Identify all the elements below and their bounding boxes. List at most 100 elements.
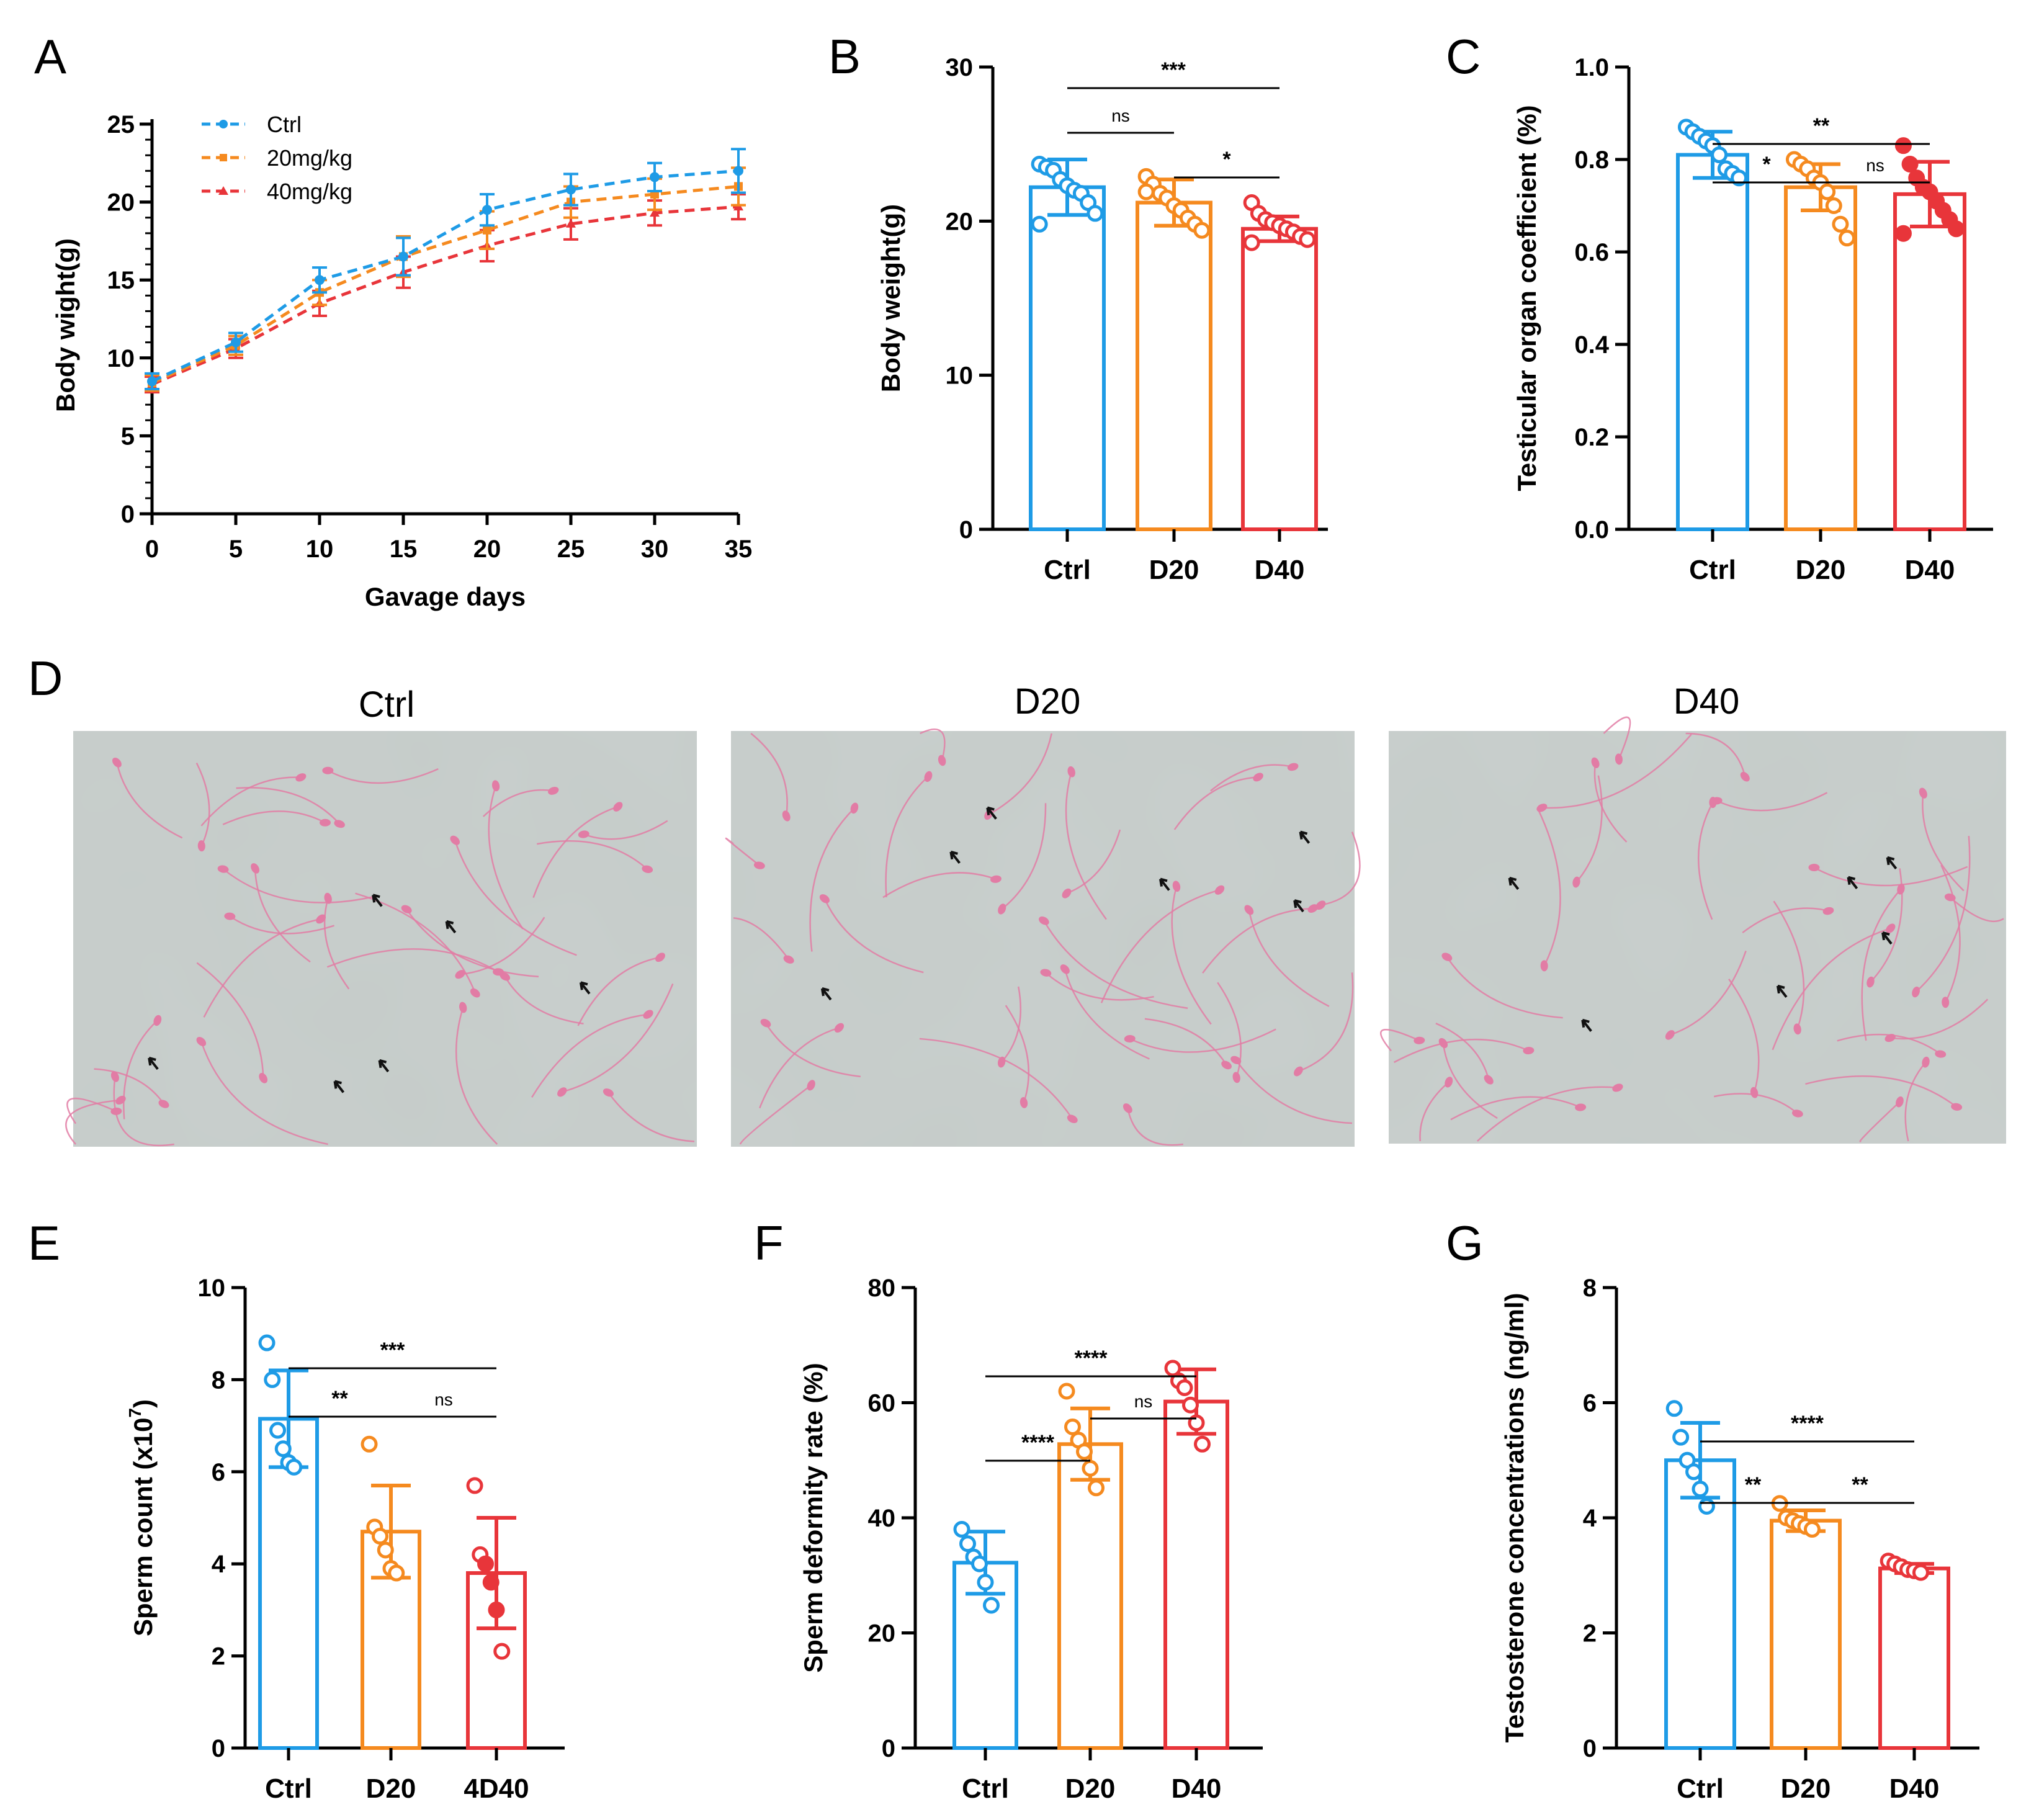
sperm-tail	[1859, 1101, 1901, 1142]
data-point	[1082, 1459, 1099, 1477]
data-point	[1839, 230, 1856, 247]
y-axis-title: Body wight(g)	[51, 238, 80, 412]
sperm-tail	[1435, 1023, 1490, 1080]
data-marker-circle	[231, 337, 241, 347]
sperm-tail	[1904, 1061, 1927, 1142]
panel-label-a: A	[34, 29, 66, 84]
sperm-head	[1612, 1083, 1623, 1092]
x-tick-label: 0	[145, 536, 159, 563]
sperm-tail	[1949, 897, 2004, 923]
sperm-head	[1040, 969, 1052, 977]
data-point	[372, 1528, 389, 1545]
x-tick-label: D20	[1796, 555, 1846, 585]
x-tick-label: Ctrl	[265, 1773, 312, 1804]
micrograph-texture	[1389, 731, 2006, 1144]
x-tick-label: 35	[725, 536, 753, 563]
significance-label: *	[1762, 153, 1771, 176]
data-point	[1912, 1564, 1929, 1581]
sperm-head	[1740, 771, 1750, 782]
y-tick-label: 0	[212, 1735, 225, 1762]
data-point	[959, 1535, 976, 1553]
sperm-tail	[607, 1092, 695, 1142]
sperm-tail	[1320, 832, 1361, 906]
sperm-head	[850, 802, 859, 814]
sperm-head	[1315, 900, 1326, 910]
sperm-head	[1067, 766, 1075, 778]
bar-d40	[1893, 192, 1966, 531]
data-marker-circle	[482, 205, 492, 215]
data-point	[1088, 1479, 1105, 1497]
sperm-head	[1896, 1096, 1904, 1108]
x-tick-label: Ctrl	[1044, 555, 1091, 585]
sperm-head	[782, 810, 791, 822]
sperm-tail	[1005, 1005, 1029, 1103]
sperm-head	[1591, 757, 1600, 768]
micrograph-ctrl	[65, 731, 697, 1147]
sperm-tail	[1575, 775, 1603, 883]
sperm-tail	[1001, 803, 1047, 910]
sperm-tail	[885, 776, 929, 898]
sperm-tail	[254, 868, 311, 963]
significance-label: **	[331, 1387, 348, 1410]
x-tick-label: 15	[390, 536, 418, 563]
sperm-head	[1575, 1103, 1587, 1111]
pointer-arrow	[949, 850, 961, 864]
sperm-head	[998, 903, 1006, 915]
sperm-tail	[229, 915, 334, 935]
y-tick-label: 25	[107, 111, 135, 138]
data-point	[1194, 1435, 1211, 1453]
panel-label-d: D	[28, 651, 63, 706]
sperm-tail	[809, 807, 855, 952]
sperm-head	[1536, 804, 1548, 812]
data-point	[1137, 183, 1155, 200]
data-point	[1176, 1379, 1193, 1396]
sperm-head	[760, 1018, 771, 1028]
micrograph-texture	[73, 731, 697, 1147]
sperm-tail	[195, 762, 210, 846]
y-tick-label: 10	[107, 345, 135, 372]
data-point	[1031, 215, 1048, 233]
data-point	[388, 1564, 405, 1582]
sperm-head	[1123, 1103, 1132, 1113]
data-point	[1901, 155, 1919, 173]
data-marker-circle	[566, 184, 576, 195]
pointer-arrow	[579, 981, 591, 995]
sperm-head	[1540, 960, 1548, 972]
sperm-tail	[583, 820, 668, 840]
sperm-head	[1897, 883, 1905, 895]
pointer-arrow	[986, 806, 997, 820]
sperm-tail	[750, 733, 788, 817]
data-point	[1672, 1428, 1690, 1446]
pointer-arrow	[1508, 876, 1520, 890]
data-point	[1894, 137, 1912, 155]
sperm-tail	[739, 1084, 812, 1145]
sperm-head	[319, 818, 331, 827]
data-point	[1064, 1418, 1081, 1435]
y-tick-label: 0	[959, 516, 973, 544]
significance-label: ****	[1791, 1412, 1824, 1435]
y-axis-title-main: Sperm count (x10	[128, 1418, 158, 1636]
data-marker-circle	[733, 166, 743, 176]
sperm-tail	[200, 776, 301, 827]
y-tick-label: 2	[212, 1643, 225, 1670]
data-point	[269, 1422, 287, 1439]
sperm-tail	[454, 840, 577, 956]
data-point	[1819, 183, 1836, 200]
sperm-head	[1808, 863, 1820, 871]
sperm-head	[491, 780, 500, 792]
sperm-tail	[1379, 1029, 1420, 1052]
data-point	[482, 1574, 500, 1591]
panel-label-c: C	[1446, 29, 1481, 84]
y-tick-label: 0.6	[1574, 239, 1609, 266]
sperm-head	[1912, 986, 1920, 998]
legend-label: Ctrl	[267, 112, 302, 137]
series-line-d20	[151, 184, 739, 385]
chart-f-sperm-deformity-bar: 0 20 40 60 80 Sperm deformity rate (%) Ctrl D20…	[799, 1275, 1263, 1804]
y-tick-label: 40	[868, 1505, 896, 1532]
micrograph-title-d20: D20	[1015, 681, 1080, 722]
sperm-tail	[1940, 864, 1961, 1003]
sperm-head	[455, 970, 465, 979]
sperm-head	[196, 1036, 207, 1047]
sperm-tail	[1171, 885, 1212, 1025]
y-axis-title: Sperm deformity rate (%)	[799, 1363, 828, 1672]
